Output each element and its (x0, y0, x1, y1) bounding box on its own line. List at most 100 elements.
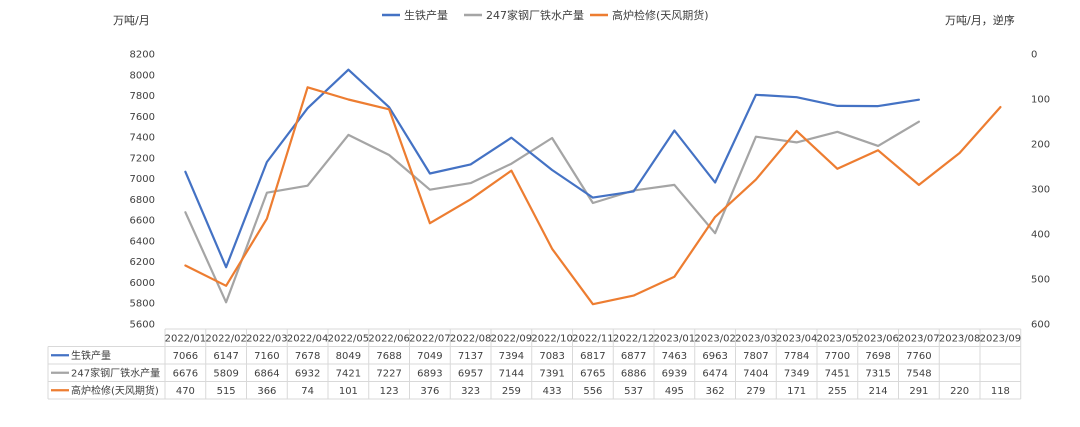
y-left-tick-label: 7400 (130, 133, 155, 144)
table-cell-value: 6765 (580, 369, 605, 380)
table-cell-value: 6957 (458, 369, 483, 380)
table-cell-value: 279 (746, 386, 765, 397)
table-cell-value: 7421 (336, 369, 361, 380)
y-left-tick-label: 7200 (130, 153, 155, 164)
series-lines (184, 68, 1002, 306)
x-category-label: 2023/03 (735, 334, 777, 345)
table-cell-value: 7548 (906, 369, 931, 380)
legend-label-3: 高炉检修(天风期货) (612, 8, 709, 22)
table-cell-value: 118 (991, 386, 1010, 397)
y-left-tick-label: 6800 (130, 195, 155, 206)
y-left-tick-label: 6000 (130, 278, 155, 289)
table-cell-value: 7463 (662, 351, 687, 362)
y-right-tick-label: 100 (1031, 95, 1050, 106)
table-cell-value: 6877 (621, 351, 646, 362)
y-right-tick-label: 300 (1031, 185, 1050, 196)
table-cell-value: 366 (257, 386, 276, 397)
x-category-label: 2023/09 (980, 334, 1022, 345)
y-left-tick-label: 6600 (130, 216, 155, 227)
table-cell-value: 362 (706, 386, 725, 397)
x-category-label: 2022/09 (491, 334, 533, 345)
y-left-tick-label: 6200 (130, 257, 155, 268)
x-category-label: 2023/06 (857, 334, 899, 345)
table-cell-value: 6893 (417, 369, 442, 380)
table-cell-value: 6147 (213, 351, 238, 362)
table-cell-value: 101 (339, 386, 358, 397)
table-cell-value: 220 (950, 386, 969, 397)
y-left-tick-label: 5800 (130, 299, 155, 310)
x-category-label: 2022/05 (328, 334, 370, 345)
y-left-tick-label: 7800 (130, 91, 155, 102)
y-right-tick-label: 400 (1031, 230, 1050, 241)
table-cell-value: 7394 (499, 351, 524, 362)
y-right-axis: 0 100 200 300 400 500 600 (1031, 50, 1050, 331)
table-cell-value: 7760 (906, 351, 931, 362)
x-category-label: 2023/05 (817, 334, 859, 345)
y-left-tick-label: 7600 (130, 112, 155, 123)
table-row-label: 高炉检修(天风期货) (71, 384, 159, 397)
table-cell-value: 7315 (865, 369, 890, 380)
table-cell-value: 556 (583, 386, 602, 397)
table-cell-value: 7451 (825, 369, 850, 380)
y-left-tick-label: 6400 (130, 236, 155, 247)
x-category-label: 2023/01 (654, 334, 696, 345)
x-category-label: 2022/02 (205, 334, 247, 345)
x-category-label: 2023/07 (898, 334, 940, 345)
series-line-2 (184, 120, 921, 304)
table-cell-value: 376 (420, 386, 439, 397)
x-category-label: 2023/08 (939, 334, 981, 345)
x-category-label: 2023/02 (694, 334, 736, 345)
table-cell-value: 7784 (784, 351, 809, 362)
x-category-label: 2022/12 (613, 334, 655, 345)
table-cell-value: 6864 (254, 369, 279, 380)
y-right-tick-label: 600 (1031, 320, 1050, 331)
x-category-label: 2022/10 (531, 334, 573, 345)
table-cell-value: 7137 (458, 351, 483, 362)
table-cell-value: 7688 (376, 351, 401, 362)
y-right-tick-label: 0 (1031, 50, 1037, 61)
series-line-3 (184, 86, 1002, 306)
table-cell-value: 7698 (865, 351, 890, 362)
table-cell-value: 433 (543, 386, 562, 397)
table-cell-value: 291 (909, 386, 928, 397)
table-cell-value: 259 (502, 386, 521, 397)
table-cell-value: 6817 (580, 351, 605, 362)
x-category-label: 2022/06 (368, 334, 410, 345)
table-cell-value: 6932 (295, 369, 320, 380)
data-table: 2022/01 2022/02 2022/03 2022/04 2022/05 2022/… (47, 328, 1022, 400)
series-line-1 (184, 68, 921, 269)
table-cell-value: 255 (828, 386, 847, 397)
table-cell-value: 7066 (173, 351, 198, 362)
table-cell-value: 7807 (743, 351, 768, 362)
table-cell-value: 7160 (254, 351, 279, 362)
table-cell-value: 7049 (417, 351, 442, 362)
table-row-label: 247家钢厂铁水产量 (71, 367, 160, 380)
legend-label-2: 247家钢厂铁水产量 (486, 8, 584, 22)
x-category-label: 2022/03 (246, 334, 288, 345)
y-left-tick-label: 8200 (130, 50, 155, 61)
table-cell-value: 8049 (336, 351, 361, 362)
table-cell-value: 7083 (539, 351, 564, 362)
table-cell-value: 7700 (825, 351, 850, 362)
table-cell-value: 123 (380, 386, 399, 397)
table-cell-value: 323 (461, 386, 480, 397)
x-category-label: 2022/07 (409, 334, 451, 345)
x-category-label: 2023/04 (776, 334, 818, 345)
x-category-label: 2022/04 (287, 334, 329, 345)
legend-label-1: 生铁产量 (404, 8, 448, 22)
table-cell-value: 6939 (662, 369, 687, 380)
y-left-tick-label: 5600 (130, 320, 155, 331)
table-cell-value: 5809 (213, 369, 238, 380)
table-cell-value: 515 (217, 386, 236, 397)
table-cell-value: 537 (624, 386, 643, 397)
table-cell-value: 6676 (173, 369, 198, 380)
table-cell-value: 6886 (621, 369, 646, 380)
right-axis-unit: 万吨/月，逆序 (945, 13, 1015, 27)
y-left-tick-label: 7000 (130, 174, 155, 185)
table-cell-value: 6474 (702, 369, 727, 380)
table-cell-value: 7227 (376, 369, 401, 380)
table-cell-value: 7391 (539, 369, 564, 380)
